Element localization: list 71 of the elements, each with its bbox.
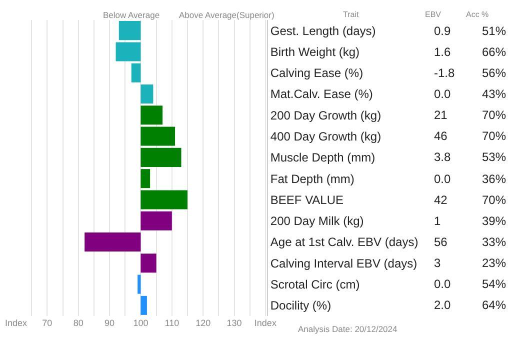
- bar: [140, 106, 163, 125]
- text: 23%: [482, 256, 506, 270]
- y-tick-label: Gest. Length (days): [270, 24, 376, 38]
- x-tick-label: Index: [4, 318, 28, 328]
- text: 56: [434, 235, 448, 249]
- y-tick-label: Fat Depth (mm): [270, 172, 354, 186]
- text: Acc %: [466, 10, 489, 19]
- y-tick-label: 200 Day Milk (kg): [270, 214, 364, 228]
- y-tick-label: Calving Ease (%): [270, 66, 364, 80]
- bar: [140, 211, 172, 230]
- bar: [140, 169, 150, 188]
- y-tick-label: BEEF VALUE: [270, 192, 344, 207]
- bar: [131, 63, 141, 82]
- text: 21: [434, 108, 448, 122]
- x-tick-label: 130: [226, 318, 242, 328]
- y-tick-label: Calving Interval EBV (days): [270, 256, 418, 270]
- x-tick-label: 110: [164, 318, 180, 328]
- bar: [140, 296, 147, 315]
- text: 1: [434, 214, 441, 228]
- y-tick-label: Docility (%): [270, 298, 332, 313]
- x-tick-label: 80: [73, 318, 84, 328]
- text: 43%: [482, 87, 506, 101]
- bar: [140, 84, 154, 104]
- text: 1.6: [434, 45, 452, 59]
- y-tick-label: 200 Day Growth (kg): [270, 108, 382, 122]
- text: 54%: [482, 277, 506, 291]
- text: 0.0: [434, 277, 452, 291]
- bar: [140, 148, 182, 167]
- y-tick-label: Age at 1st Calv. EBV (days): [270, 235, 418, 250]
- text: 53%: [482, 150, 506, 164]
- text: Trait: [343, 10, 360, 19]
- bar: [138, 274, 141, 294]
- text: 56%: [482, 66, 506, 80]
- y-tick-label: Scrotal Circ (cm): [270, 277, 360, 292]
- y-tick-label: Muscle Depth (mm): [270, 150, 376, 165]
- x-tick-label: 90: [104, 318, 115, 328]
- annotation: Above Average(Superior): [179, 10, 274, 20]
- text: 64%: [482, 298, 506, 312]
- text: 70%: [482, 193, 506, 207]
- bar: [118, 21, 141, 40]
- x-tick-label: 120: [196, 318, 211, 328]
- text: 3: [434, 256, 441, 270]
- y-tick-label: Birth Weight (kg): [270, 44, 360, 59]
- text: 0.9: [434, 24, 452, 38]
- text: 39%: [482, 214, 506, 228]
- text: -1.8: [434, 66, 456, 80]
- y-tick-label: 400 Day Growth (kg): [270, 129, 382, 144]
- text: 3.8: [434, 150, 452, 164]
- text: 70%: [482, 129, 506, 143]
- text: 0.0: [434, 172, 452, 186]
- x-tick-label: Index: [254, 318, 277, 328]
- bar: [116, 42, 141, 62]
- y-tick-label: Mat.Calv. Ease (%): [270, 87, 373, 102]
- text: 70%: [482, 108, 506, 122]
- text: 2.0: [434, 298, 452, 312]
- bar: [84, 232, 141, 252]
- text: 0.0: [434, 87, 452, 101]
- bar: [140, 254, 156, 273]
- text: 33%: [482, 235, 506, 249]
- text: 51%: [482, 24, 506, 38]
- text: 46: [434, 129, 448, 143]
- x-tick-label: 100: [133, 318, 148, 328]
- text: Analysis Date: 20/12/2024: [298, 324, 398, 334]
- bar: [140, 126, 176, 146]
- text: EBV: [425, 10, 442, 19]
- text: 66%: [482, 45, 506, 59]
- annotation: Below Average: [103, 10, 160, 20]
- bar: [140, 190, 188, 210]
- text: 42: [434, 193, 448, 207]
- x-tick-label: 70: [42, 318, 52, 328]
- text: 36%: [482, 172, 506, 186]
